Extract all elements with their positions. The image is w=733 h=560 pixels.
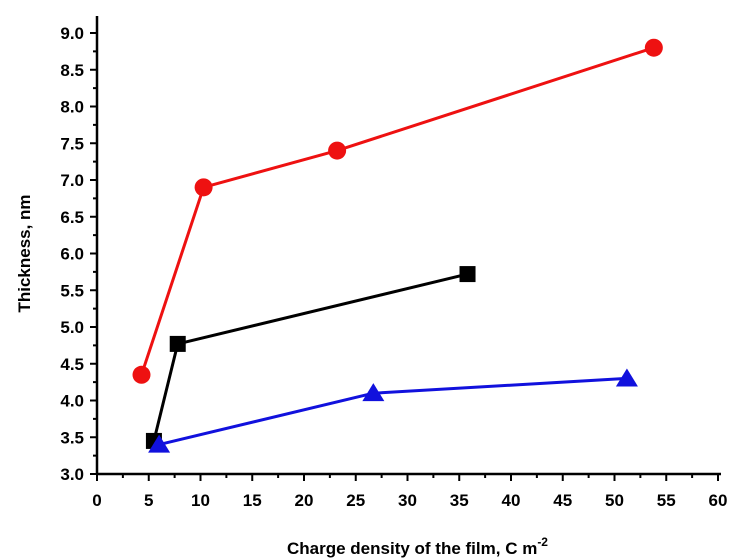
- x-tick-label: 20: [295, 491, 314, 510]
- x-axis-title-superscript: -2: [537, 535, 548, 549]
- y-tick-label: 7.5: [60, 134, 84, 153]
- x-tick-label: 0: [92, 491, 101, 510]
- series-layer: [132, 38, 663, 453]
- data-point-circle: [132, 365, 151, 384]
- y-tick-label: 4.0: [60, 392, 84, 411]
- data-point-triangle: [362, 383, 385, 402]
- series-triangle: [148, 368, 638, 453]
- y-axis-title: Thickness, nm: [15, 194, 34, 312]
- y-tick-label: 5.5: [60, 281, 84, 300]
- axes: [95, 16, 721, 476]
- x-tick-label: 15: [243, 491, 262, 510]
- series-circle: [132, 38, 663, 384]
- x-tick-label: 5: [144, 491, 153, 510]
- y-tick-label: 3.5: [60, 428, 84, 447]
- x-tick-label: 55: [657, 491, 676, 510]
- x-axis-title: Charge density of the film, C m-2: [287, 535, 548, 558]
- x-tick-label: 10: [191, 491, 210, 510]
- series-line: [152, 272, 468, 442]
- x-tick-label: 45: [553, 491, 572, 510]
- data-point-circle: [194, 178, 213, 197]
- y-tick-label: 4.5: [60, 355, 84, 374]
- y-tick-label: 6.5: [60, 208, 84, 227]
- series-line: [140, 46, 655, 376]
- x-tick-label: 35: [450, 491, 469, 510]
- x-tick-label: 40: [502, 491, 521, 510]
- y-tick-label: 5.0: [60, 318, 84, 337]
- y-tick-label: 8.0: [60, 98, 84, 117]
- x-axis-title-text: Charge density of the film, C m: [287, 539, 537, 558]
- data-point-circle: [644, 38, 663, 57]
- x-ticks: 0 5 10 15 20 25 30 35 40 45 50 55 60: [92, 474, 727, 510]
- data-point-triangle: [148, 434, 171, 453]
- y-tick-label: 9.0: [60, 24, 84, 43]
- data-point-triangle: [615, 368, 638, 387]
- y-tick-label: 3.0: [60, 465, 84, 484]
- y-tick-label: 8.5: [60, 61, 84, 80]
- data-point-circle: [328, 141, 347, 160]
- y-tick-label: 6.0: [60, 245, 84, 264]
- y-ticks: 3.0 3.5 4.0 4.5 5.0 5.5 6.0 6.5 7.0 7.5 8.0 8.5 9.0: [60, 24, 97, 484]
- x-tick-label: 30: [398, 491, 417, 510]
- series-square: [145, 266, 476, 449]
- x-tick-label: 50: [605, 491, 624, 510]
- x-tick-label: 25: [346, 491, 365, 510]
- data-point-square: [169, 335, 186, 352]
- data-point-square: [459, 266, 476, 283]
- x-tick-label: 60: [709, 491, 728, 510]
- series-line: [158, 376, 627, 447]
- y-tick-label: 7.0: [60, 171, 84, 190]
